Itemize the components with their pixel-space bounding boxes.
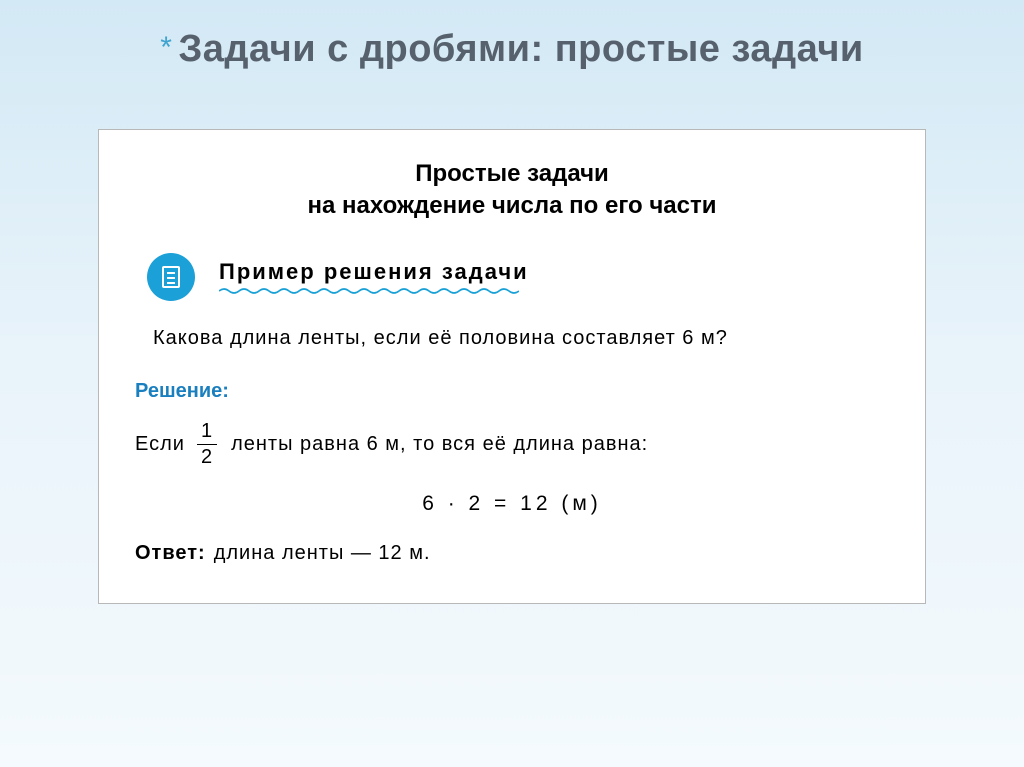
answer-label: Ответ: bbox=[135, 542, 206, 564]
slide: *Задачи с дробями: простые задачи Просты… bbox=[0, 0, 1024, 767]
document-icon bbox=[147, 253, 195, 301]
example-row: Пример решения задачи bbox=[147, 253, 889, 301]
card-header-line2: на нахождение числа по его части bbox=[135, 190, 889, 222]
example-label-wrap: Пример решения задачи bbox=[219, 259, 529, 295]
card-header: Простые задачи на нахождение числа по ег… bbox=[135, 158, 889, 223]
card-header-line1: Простые задачи bbox=[135, 158, 889, 190]
example-label: Пример решения задачи bbox=[219, 259, 529, 284]
solution-suffix: ленты равна 6 м, то вся её длина равна: bbox=[231, 433, 648, 456]
answer-text: длина ленты — 12 м. bbox=[214, 542, 431, 564]
slide-title: *Задачи с дробями: простые задачи bbox=[0, 28, 1024, 71]
solution-label: Решение: bbox=[135, 380, 889, 403]
content-card: Простые задачи на нахождение числа по ег… bbox=[98, 129, 926, 604]
calculation: 6 · 2 = 12 (м) bbox=[135, 492, 889, 516]
asterisk-icon: * bbox=[160, 31, 172, 64]
fraction-numerator: 1 bbox=[197, 421, 217, 442]
fraction: 1 2 bbox=[197, 421, 217, 469]
fraction-bar bbox=[197, 444, 217, 446]
solution-line: Если 1 2 ленты равна 6 м, то вся её длин… bbox=[135, 421, 889, 469]
question-text: Какова длина ленты, если её половина сос… bbox=[153, 327, 889, 350]
wavy-underline-icon bbox=[219, 287, 519, 295]
slide-title-text: Задачи с дробями: простые задачи bbox=[178, 28, 863, 70]
fraction-denominator: 2 bbox=[197, 447, 217, 468]
answer-line: Ответ: длина ленты — 12 м. bbox=[135, 542, 889, 565]
solution-prefix: Если bbox=[135, 433, 185, 456]
